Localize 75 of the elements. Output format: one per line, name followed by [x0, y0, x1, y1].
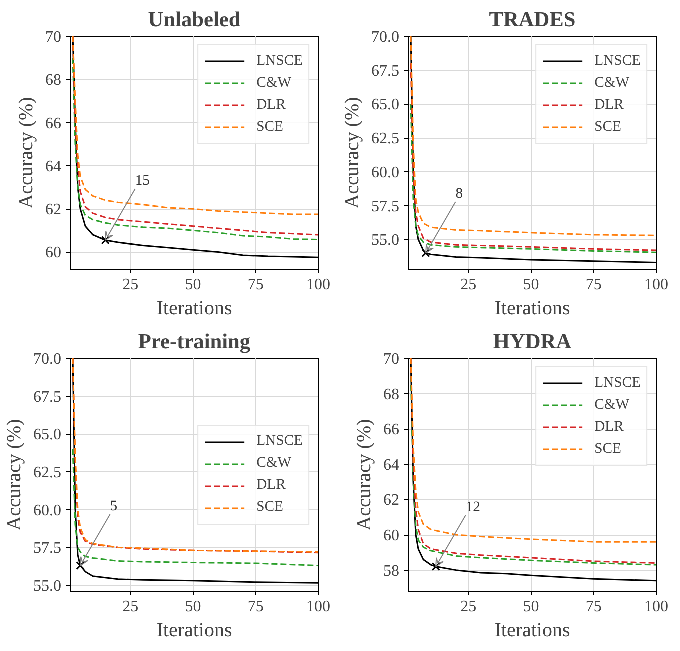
- y-tick-label: 58: [384, 562, 400, 580]
- y-tick-label: 62: [46, 202, 62, 219]
- legend-label: DLR: [594, 96, 624, 114]
- x-axis-title: Iterations: [494, 620, 570, 642]
- x-tick-label: 50: [523, 276, 540, 294]
- legend-label: C&W: [594, 74, 630, 92]
- x-tick-label: 100: [644, 598, 668, 616]
- y-tick-label: 67.5: [372, 62, 400, 80]
- legend-label: C&W: [256, 74, 292, 92]
- y-axis-title: Accuracy (%): [342, 97, 364, 209]
- y-tick-label: 66: [384, 422, 400, 439]
- y-tick-label: 60.0: [372, 164, 400, 182]
- legend-label: SCE: [594, 118, 622, 136]
- legend-label: C&W: [594, 396, 630, 414]
- x-tick-label: 75: [586, 276, 602, 294]
- y-tick-label: 65.0: [372, 96, 400, 114]
- y-tick-label: 60: [46, 244, 62, 262]
- chart-title: Unlabeled: [148, 8, 241, 32]
- legend-label: LNSCE: [594, 374, 641, 392]
- y-tick-label: 60: [384, 528, 400, 545]
- y-tick-label: 68: [384, 386, 400, 404]
- y-tick-label: 70: [384, 351, 400, 368]
- x-tick-label: 75: [586, 598, 602, 616]
- annotation: 15: [135, 173, 150, 190]
- y-tick-label: 70: [46, 29, 62, 46]
- y-tick-label: 55.0: [372, 232, 400, 250]
- y-tick-label: 55.0: [34, 578, 62, 595]
- y-axis-title: Accuracy (%): [354, 419, 376, 531]
- x-tick-label: 100: [306, 276, 330, 294]
- legend-label: DLR: [256, 96, 286, 114]
- x-tick-label: 25: [460, 276, 477, 294]
- x-axis-title: Iterations: [156, 620, 232, 642]
- x-tick-label: 25: [460, 598, 477, 616]
- y-axis-title: Accuracy (%): [16, 97, 38, 209]
- annotation: 5: [110, 498, 118, 515]
- y-tick-label: 70.0: [34, 351, 62, 368]
- legend-label: DLR: [594, 418, 624, 436]
- x-tick-label: 50: [185, 598, 202, 616]
- annotation: 12: [466, 500, 480, 516]
- legend-label: C&W: [256, 455, 292, 472]
- y-tick-label: 62: [384, 492, 400, 510]
- x-axis-title: Iterations: [494, 298, 570, 320]
- legend-label: SCE: [594, 440, 622, 458]
- legend-label: SCE: [256, 118, 284, 136]
- y-tick-label: 62.5: [34, 464, 62, 482]
- x-tick-label: 50: [185, 276, 202, 294]
- y-tick-label: 66: [46, 115, 62, 132]
- y-tick-label: 64: [46, 158, 62, 176]
- y-tick-label: 64: [384, 456, 400, 474]
- x-axis-title: Iterations: [156, 298, 232, 320]
- legend-label: LNSCE: [256, 52, 303, 70]
- x-tick-label: 25: [122, 276, 139, 294]
- y-tick-label: 57.5: [34, 540, 62, 558]
- legend-label: LNSCE: [256, 433, 303, 450]
- y-tick-label: 57.5: [372, 198, 400, 216]
- y-axis-title: Accuracy (%): [4, 419, 26, 531]
- x-tick-label: 25: [122, 598, 139, 616]
- x-tick-label: 100: [306, 598, 330, 616]
- x-tick-label: 75: [248, 276, 264, 294]
- legend-label: LNSCE: [594, 52, 641, 70]
- legend-label: DLR: [256, 477, 286, 494]
- x-tick-label: 50: [523, 598, 540, 616]
- legend-label: SCE: [256, 499, 284, 516]
- y-tick-label: 67.5: [34, 388, 62, 406]
- y-tick-label: 62.5: [372, 130, 400, 148]
- x-tick-label: 100: [644, 276, 668, 294]
- chart-title: HYDRA: [493, 330, 572, 354]
- y-tick-label: 60.0: [34, 502, 62, 520]
- x-tick-label: 75: [248, 598, 264, 616]
- y-tick-label: 65.0: [34, 426, 62, 444]
- y-tick-label: 68: [46, 72, 62, 90]
- y-tick-label: 70.0: [372, 29, 400, 46]
- annotation: 8: [456, 186, 464, 202]
- chart-title: Pre-training: [138, 330, 251, 354]
- chart-title: TRADES: [489, 8, 576, 32]
